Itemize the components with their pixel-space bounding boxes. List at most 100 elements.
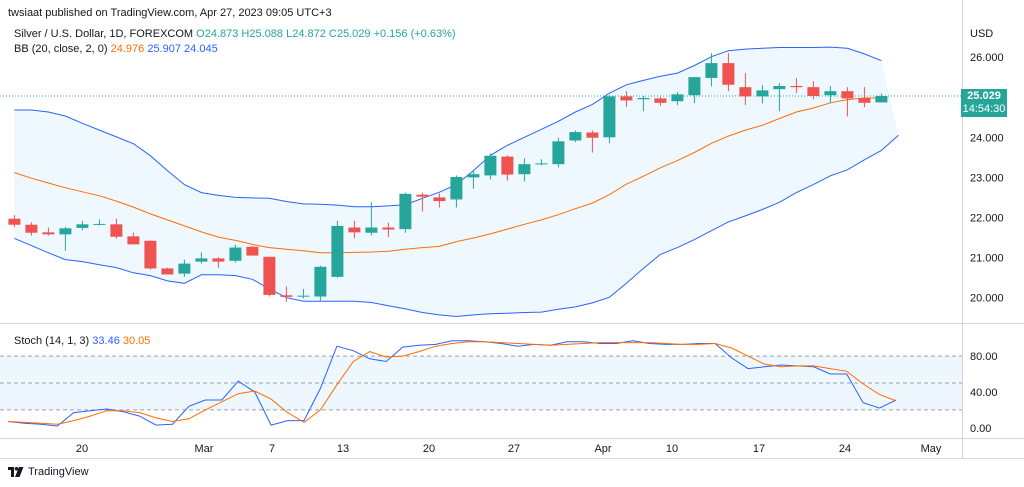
price-tick-label: 23.000 — [970, 172, 1004, 184]
candle-body — [297, 295, 310, 297]
bb-legend: BB (20, close, 2, 0) 24.976 25.907 24.04… — [14, 43, 218, 55]
currency-label: USD — [970, 28, 994, 40]
candle-body — [127, 236, 140, 245]
candle-body — [25, 224, 38, 233]
candle-body — [229, 247, 242, 261]
candle-body — [467, 174, 480, 178]
candle-body — [110, 224, 123, 237]
close-value: C25.029 — [328, 28, 371, 40]
candle-body — [501, 156, 514, 175]
candle-body — [722, 63, 735, 85]
stoch-k-value: 33.46 — [92, 335, 120, 347]
stoch-tick-label: 0.00 — [970, 423, 991, 435]
candle-body — [535, 163, 548, 165]
candle-body — [858, 98, 871, 103]
stoch-tick-label: 80.00 — [970, 351, 998, 363]
candle-body — [144, 240, 157, 269]
candle-body — [280, 295, 293, 297]
candle-body — [637, 98, 650, 100]
candle-body — [756, 90, 769, 97]
time-tick-label: 13 — [337, 443, 349, 455]
candle-body — [773, 85, 786, 90]
stoch-legend: Stoch (14, 1, 3) 33.46 30.05 — [14, 335, 150, 347]
time-tick-label: Mar — [195, 443, 214, 455]
tradingview-logo-icon — [8, 467, 24, 477]
price-tick-label: 22.000 — [970, 213, 1004, 225]
time-tick-label: 27 — [508, 443, 520, 455]
bb-basis-value: 24.976 — [110, 43, 145, 55]
candle-body — [348, 227, 361, 233]
stoch-d-line — [7, 341, 897, 425]
time-tick-label: 24 — [839, 443, 851, 455]
stoch-d-value: 30.05 — [122, 335, 151, 347]
time-tick-label: Apr — [594, 443, 611, 455]
candle-body — [739, 87, 752, 97]
bb-lower-line — [14, 134, 899, 318]
candle-body — [586, 132, 599, 138]
open-value: O24.873 — [196, 28, 239, 40]
last-price-tag: 25.029 14:54:30 — [961, 89, 1007, 117]
candle-body — [654, 98, 667, 103]
time-tick-label: 7 — [269, 443, 275, 455]
candle-body — [178, 263, 191, 274]
candle-body — [59, 228, 72, 235]
brand-name: TradingView — [28, 466, 89, 478]
candle-body — [161, 268, 174, 275]
time-tick-label: 10 — [666, 443, 678, 455]
bb-upper-value: 25.907 — [147, 43, 181, 55]
candle-body — [76, 224, 89, 228]
low-value: L24.872 — [286, 28, 326, 40]
last-price: 25.029 — [967, 90, 1001, 102]
candle-body — [620, 96, 633, 101]
stoch-tick-label: 40.00 — [970, 387, 998, 399]
candle-body — [790, 85, 803, 88]
candle-body — [331, 225, 344, 277]
candle-body — [382, 227, 395, 230]
time-tick-label: May — [921, 443, 942, 455]
price-tick-label: 24.000 — [970, 132, 1004, 144]
candle-body — [8, 218, 21, 225]
price-tick-label: 20.000 — [970, 293, 1004, 305]
bb-upper-line — [14, 46, 882, 208]
high-value: H25.088 — [241, 28, 284, 40]
publisher-header: twsiaat published on TradingView.com, Ap… — [8, 7, 332, 19]
symbol-legend: Silver / U.S. Dollar, 1D, FOREXCOM O24.8… — [14, 28, 456, 40]
candle-body — [93, 223, 106, 225]
candle-body — [195, 258, 208, 262]
candle-body — [552, 141, 565, 165]
candle-body — [824, 91, 837, 96]
symbol-name: Silver / U.S. Dollar, 1D, FOREXCOM — [14, 28, 194, 40]
stoch-k-line — [7, 340, 897, 427]
candle-body — [246, 246, 259, 256]
candle-body — [263, 256, 276, 295]
candle-body — [365, 227, 378, 233]
stoch-label: Stoch (14, 1, 3) — [14, 335, 90, 347]
candle-body — [42, 232, 55, 235]
candle-body — [603, 96, 616, 138]
time-tick-label: 17 — [753, 443, 765, 455]
bar-countdown: 14:54:30 — [962, 103, 1006, 115]
candle-body — [518, 164, 531, 175]
candle-body — [433, 197, 446, 202]
candle-body — [416, 194, 429, 197]
change-value: +0.156 (+0.63%) — [373, 28, 456, 40]
candle-body — [705, 63, 718, 78]
time-tick-label: 20 — [76, 443, 88, 455]
tradingview-brand[interactable]: TradingView — [8, 466, 89, 478]
candle-body — [807, 87, 820, 96]
bb-basis-line — [14, 97, 882, 254]
stoch-band-fill — [0, 356, 962, 410]
candle-body — [484, 155, 497, 176]
candle-body — [314, 266, 327, 297]
candle-body — [841, 91, 854, 99]
candle-body — [688, 77, 701, 96]
candle-body — [569, 132, 582, 141]
candle-body — [212, 258, 225, 262]
candle-body — [875, 95, 888, 103]
candle-body — [671, 94, 684, 102]
bb-lower-value: 24.045 — [184, 43, 218, 55]
price-tick-label: 26.000 — [970, 52, 1004, 64]
bb-label: BB (20, close, 2, 0) — [14, 43, 108, 55]
price-tick-label: 21.000 — [970, 253, 1004, 265]
